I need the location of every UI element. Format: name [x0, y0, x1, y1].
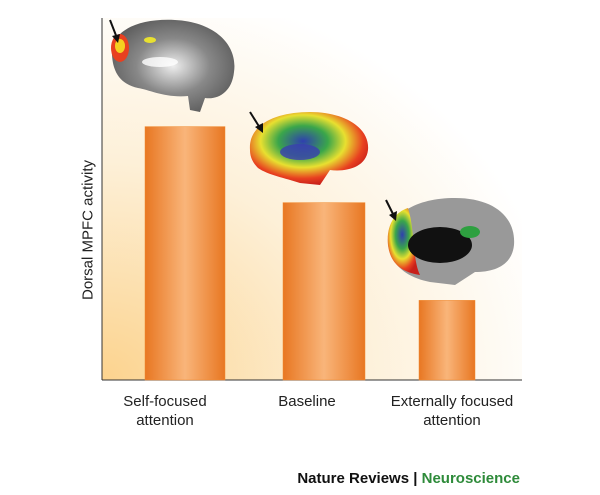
source: Nature Reviews	[297, 470, 410, 487]
brain-image	[385, 198, 515, 285]
bar	[282, 202, 366, 381]
brain-image	[249, 111, 369, 185]
bar	[144, 126, 226, 381]
journal: Neuroscience	[421, 470, 520, 487]
x-tick-label: Baseline	[278, 393, 336, 410]
brain-image	[109, 19, 235, 112]
footer: Nature Reviews | Neuroscience	[297, 470, 520, 487]
bar	[418, 300, 476, 381]
y-axis-label: Dorsal MPFC activity	[79, 159, 97, 301]
x-tick-label: Externally focused attention	[390, 393, 514, 429]
separator: |	[413, 470, 418, 487]
x-tick-label: Self-focused attention	[123, 393, 207, 429]
